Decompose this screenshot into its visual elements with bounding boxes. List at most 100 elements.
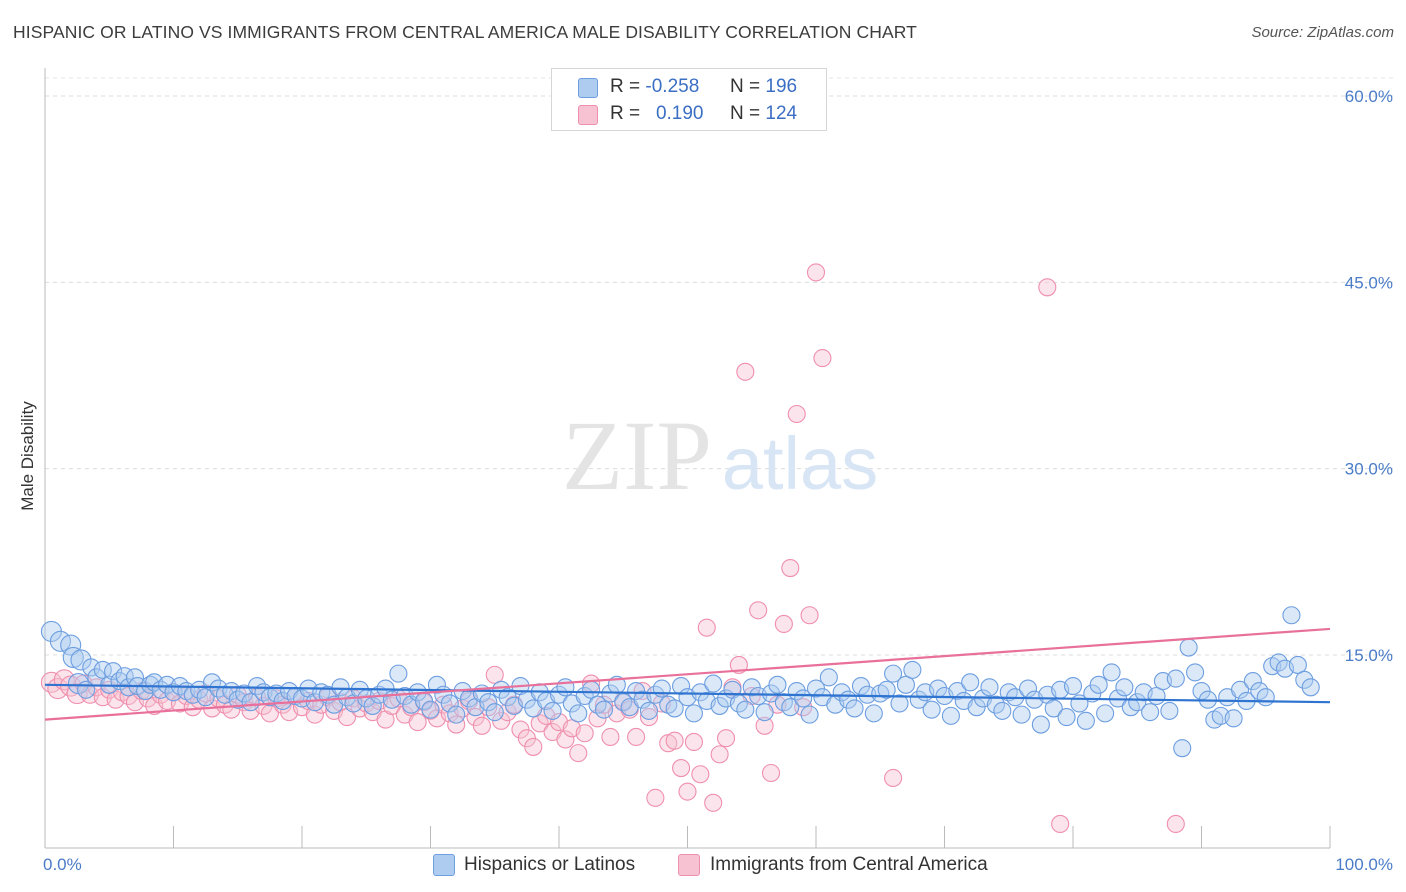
data-point — [70, 649, 92, 671]
legend-n-label: N = — [730, 76, 761, 97]
data-point — [1186, 663, 1205, 682]
data-point — [485, 665, 504, 684]
data-point — [697, 618, 716, 637]
trend-line-hispanics — [44, 683, 1331, 704]
data-point — [1141, 703, 1160, 722]
data-point — [1288, 655, 1307, 674]
data-point — [196, 688, 215, 707]
legend-swatch-pink — [578, 105, 598, 125]
legend-n-label: N = — [730, 103, 761, 124]
data-point — [736, 362, 755, 381]
data-point — [1295, 670, 1314, 689]
tick-labels: 15.0% 30.0% 45.0% 60.0% 0.0% 100.0% — [43, 87, 1393, 874]
legend-r-value-blue: -0.258 — [645, 76, 700, 97]
legend-n-value-blue: 196 — [765, 76, 798, 97]
data-point — [755, 716, 774, 735]
data-point — [1076, 711, 1095, 730]
data-point — [1038, 278, 1057, 297]
data-point — [909, 690, 928, 709]
data-point — [408, 713, 427, 732]
legend-swatch-blue — [578, 78, 598, 98]
data-point — [993, 701, 1012, 720]
source-label: Source: ZipAtlas.com — [1251, 24, 1394, 41]
data-point — [601, 727, 620, 747]
data-point — [479, 693, 498, 712]
legend-row-immigrants: R = 0.190 N = 124 — [552, 101, 826, 127]
data-point — [813, 349, 832, 368]
x-tick-label: 0.0% — [43, 855, 82, 874]
data-point — [158, 675, 177, 694]
data-point — [684, 704, 703, 723]
data-point — [672, 677, 691, 696]
data-point — [104, 662, 123, 681]
data-point — [1089, 675, 1108, 694]
data-point — [716, 729, 736, 748]
correlation-legend: R = -0.258 N = 196 R = 0.190 N = 124 — [551, 68, 827, 131]
data-point — [1057, 708, 1076, 727]
legend-r-label: R = — [610, 103, 641, 124]
data-point — [627, 727, 646, 747]
data-point — [447, 705, 466, 724]
legend-n-value-pink: 124 — [765, 103, 798, 124]
data-point — [1224, 709, 1243, 728]
data-point — [729, 655, 748, 674]
data-point — [896, 675, 916, 694]
data-point — [1301, 678, 1320, 697]
legend-swatch-immigrants — [678, 854, 700, 876]
data-point — [903, 660, 922, 679]
data-point — [768, 675, 787, 694]
data-point — [447, 715, 466, 734]
data-point — [948, 681, 967, 701]
data-point — [1256, 688, 1275, 707]
data-point — [1096, 704, 1115, 723]
data-point — [305, 705, 324, 724]
data-point — [60, 634, 82, 656]
data-point — [530, 714, 549, 733]
data-point — [774, 614, 793, 633]
data-point — [1051, 814, 1070, 833]
data-point — [1282, 606, 1301, 625]
data-point — [1166, 814, 1185, 833]
chart-title: HISPANIC OR LATINO VS IMMIGRANTS FROM CE… — [13, 22, 917, 42]
x-tick-label: 100.0% — [1335, 855, 1393, 874]
data-point — [82, 658, 101, 677]
data-point — [569, 704, 588, 723]
data-point — [1012, 705, 1031, 724]
data-point — [1063, 677, 1083, 696]
data-point — [819, 668, 838, 687]
data-point — [331, 678, 350, 697]
data-point — [639, 701, 659, 720]
data-point — [575, 724, 594, 743]
legend-r-label: R = — [610, 76, 641, 97]
data-point — [524, 737, 543, 756]
data-point — [594, 695, 614, 714]
data-point — [980, 678, 999, 697]
data-point — [1243, 672, 1262, 691]
data-point — [704, 793, 723, 812]
data-point — [922, 700, 941, 719]
data-point — [569, 744, 588, 763]
data-point — [421, 700, 440, 719]
data-point — [806, 263, 826, 282]
y-tick-label: 60.0% — [1345, 87, 1393, 106]
data-point — [472, 716, 491, 735]
legend-swatch-hispanics — [433, 854, 455, 876]
data-point — [864, 704, 883, 723]
data-point — [749, 601, 768, 620]
watermark-zip: ZIP — [562, 400, 712, 511]
data-point — [183, 698, 202, 717]
data-point — [665, 699, 684, 718]
watermark: ZIP atlas — [562, 400, 878, 511]
series-legend: Hispanics or Latinos Immigrants from Cen… — [0, 850, 1406, 880]
data-point — [884, 768, 903, 788]
grid-lines — [45, 77, 1393, 656]
y-tick-label: 30.0% — [1345, 460, 1393, 479]
legend-label-hispanics: Hispanics or Latinos — [464, 854, 636, 875]
legend-label-immigrants: Immigrants from Central America — [710, 854, 988, 875]
data-point — [594, 700, 614, 719]
data-point — [781, 698, 800, 717]
data-point — [62, 646, 84, 669]
data-point — [1179, 638, 1198, 657]
data-point — [704, 674, 723, 693]
data-point — [440, 694, 459, 713]
